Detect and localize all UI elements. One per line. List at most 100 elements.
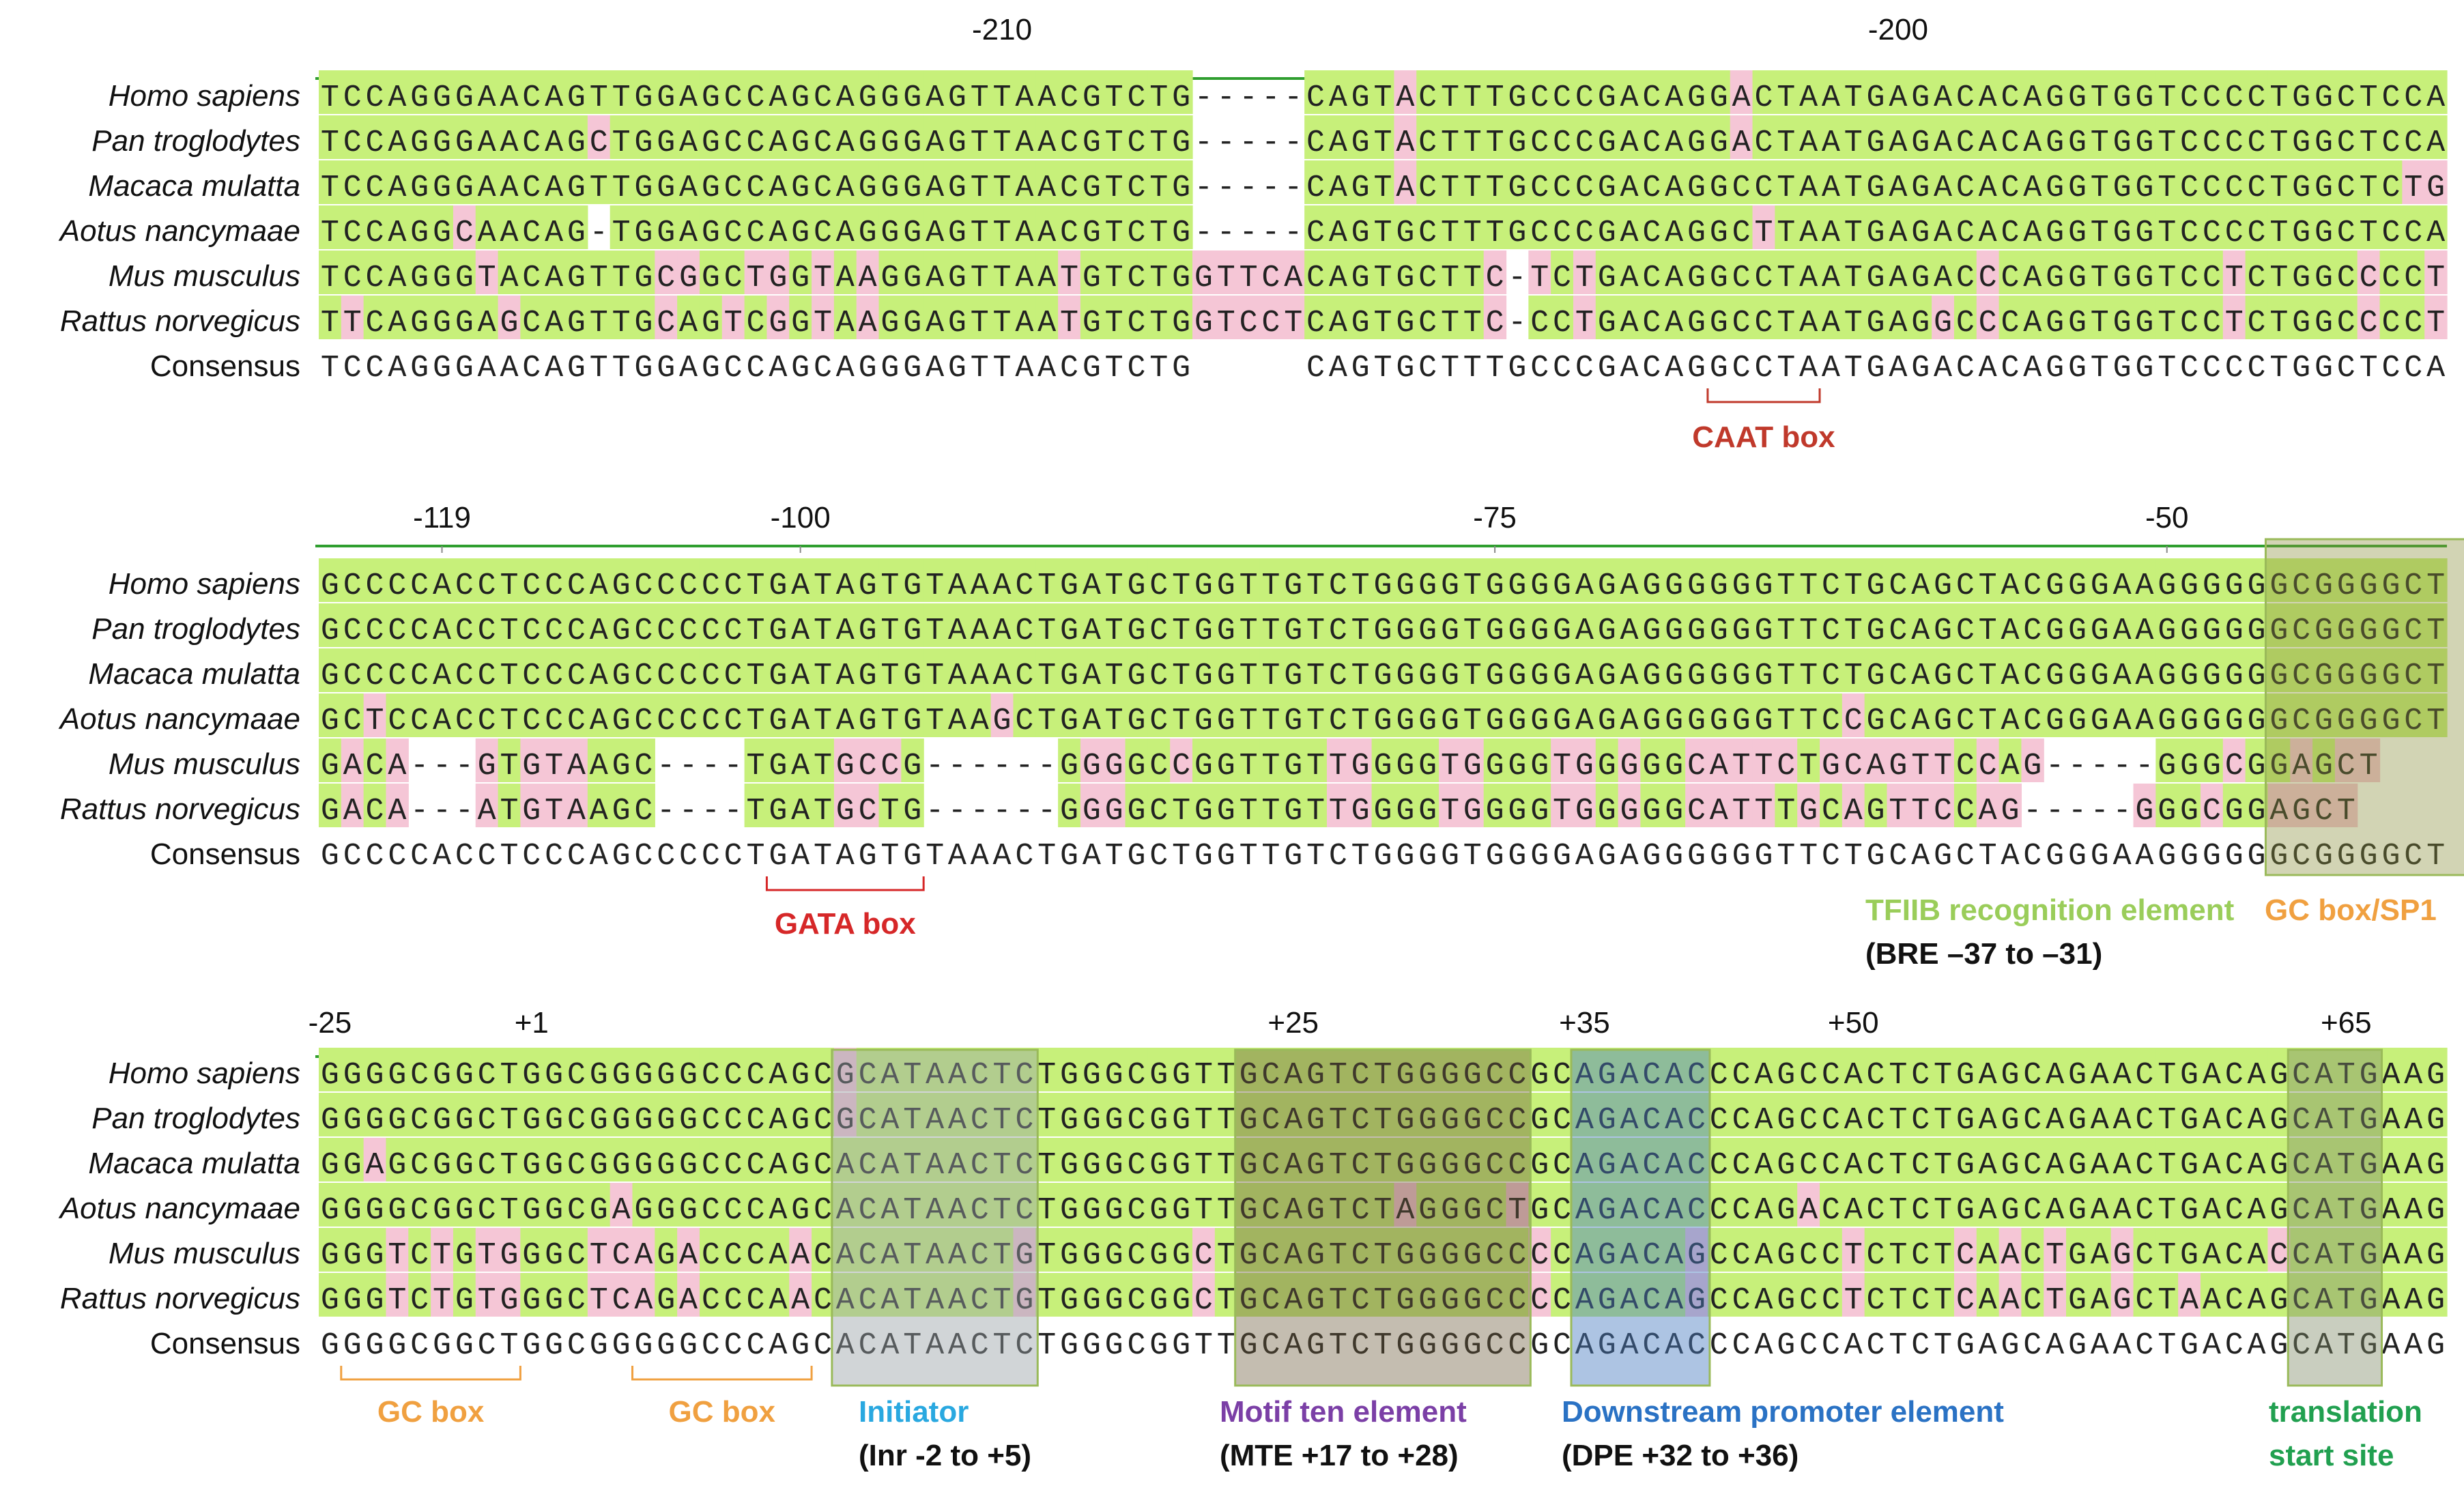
consensus-letter: G bbox=[657, 1328, 675, 1363]
nucleotide-letter: G bbox=[1598, 261, 1616, 296]
nucleotide-cell bbox=[1663, 70, 1686, 114]
nucleotide-letter: G bbox=[1732, 659, 1751, 693]
consensus-letter: G bbox=[679, 1328, 698, 1363]
nucleotide-letter: G bbox=[1598, 216, 1616, 250]
nucleotide-letter: T bbox=[1889, 1283, 1907, 1318]
nucleotide-letter: T bbox=[500, 1058, 518, 1093]
consensus-letter: G bbox=[1441, 839, 1459, 874]
nucleotide-letter: A bbox=[2135, 704, 2153, 739]
nucleotide-letter: C bbox=[724, 1238, 743, 1273]
nucleotide-letter: G bbox=[433, 81, 451, 115]
nucleotide-cell bbox=[319, 115, 342, 159]
nucleotide-letter: G bbox=[2001, 1058, 2019, 1093]
nucleotide-letter: G bbox=[1105, 794, 1123, 829]
nucleotide-letter: C bbox=[1553, 1238, 1571, 1273]
nucleotide-letter: A bbox=[2135, 659, 2153, 693]
consensus-letter: C bbox=[522, 839, 541, 874]
nucleotide-letter: C bbox=[388, 569, 406, 603]
nucleotide-letter: G bbox=[634, 261, 653, 296]
nucleotide-letter: A bbox=[433, 659, 451, 693]
nucleotide-letter: A bbox=[388, 306, 406, 341]
nucleotide-letter: G bbox=[1598, 306, 1616, 341]
nucleotide-letter: C bbox=[455, 216, 474, 250]
nucleotide-letter: T bbox=[1373, 306, 1392, 341]
nucleotide-cell bbox=[1349, 70, 1373, 114]
consensus-letter: T bbox=[2269, 351, 2288, 386]
nucleotide-letter: A bbox=[1665, 171, 1683, 205]
consensus-letter: G bbox=[2068, 351, 2087, 386]
nucleotide-cell bbox=[1528, 70, 1551, 114]
nucleotide-letter: G bbox=[634, 171, 653, 205]
nucleotide-letter: C bbox=[747, 171, 765, 205]
nucleotide-letter: G bbox=[567, 306, 586, 341]
nucleotide-letter: T bbox=[2091, 171, 2109, 205]
nucleotide-letter: C bbox=[1127, 306, 1145, 341]
nucleotide-letter: C bbox=[1822, 1283, 1840, 1318]
nucleotide-letter: A bbox=[1979, 1103, 1997, 1138]
nucleotide-letter: C bbox=[1306, 306, 1325, 341]
nucleotide-letter: A bbox=[545, 126, 563, 160]
nucleotide-letter: G bbox=[1710, 171, 1728, 205]
nucleotide-letter: T bbox=[1037, 1238, 1056, 1273]
consensus-letter: T bbox=[814, 839, 832, 874]
nucleotide-letter: G bbox=[2023, 749, 2042, 784]
species-label-macaca-mulatta: Macaca mulatta bbox=[88, 1147, 300, 1180]
nucleotide-letter: - bbox=[1240, 171, 1258, 205]
nucleotide-letter: G bbox=[2292, 81, 2310, 115]
nucleotide-letter: C bbox=[2404, 306, 2422, 341]
nucleotide-letter: A bbox=[971, 659, 989, 693]
nucleotide-letter: G bbox=[657, 171, 675, 205]
nucleotide-letter: C bbox=[410, 1238, 429, 1273]
nucleotide-letter: A bbox=[2404, 1148, 2422, 1183]
nucleotide-letter: - bbox=[724, 794, 743, 829]
nucleotide-letter: A bbox=[2091, 1058, 2109, 1093]
consensus-letter: A bbox=[2404, 1328, 2422, 1363]
nucleotide-letter: G bbox=[2225, 614, 2244, 648]
nucleotide-letter: C bbox=[410, 1148, 429, 1183]
position-label: +25 bbox=[1267, 1006, 1319, 1040]
nucleotide-letter: A bbox=[1083, 614, 1101, 648]
consensus-letter: C bbox=[1530, 351, 1549, 386]
nucleotide-letter: T bbox=[1060, 306, 1078, 341]
nucleotide-letter: A bbox=[769, 1193, 787, 1228]
nucleotide-letter: A bbox=[679, 1283, 698, 1318]
nucleotide-letter: A bbox=[948, 659, 966, 693]
nucleotide-letter: G bbox=[321, 704, 339, 739]
nucleotide-letter: - bbox=[455, 794, 474, 829]
nucleotide-letter: A bbox=[388, 216, 406, 250]
nucleotide-letter: G bbox=[2292, 261, 2310, 296]
nucleotide-letter: G bbox=[2091, 614, 2109, 648]
consensus-letter: A bbox=[1665, 351, 1683, 386]
nucleotide-letter: C bbox=[747, 81, 765, 115]
nucleotide-letter: T bbox=[1799, 569, 1818, 603]
nucleotide-letter: G bbox=[1172, 306, 1190, 341]
nucleotide-letter: G bbox=[1508, 126, 1526, 160]
nucleotide-letter: T bbox=[814, 794, 832, 829]
nucleotide-letter: G bbox=[500, 1283, 518, 1318]
nucleotide-letter: A bbox=[2404, 1193, 2422, 1228]
nucleotide-letter: T bbox=[1844, 1283, 1863, 1318]
nucleotide-letter: T bbox=[1105, 704, 1123, 739]
consensus-letter: G bbox=[343, 1328, 362, 1363]
nucleotide-letter: A bbox=[2001, 704, 2019, 739]
consensus-letter: G bbox=[1351, 351, 1370, 386]
nucleotide-letter: A bbox=[679, 81, 698, 115]
nucleotide-letter: C bbox=[1754, 171, 1773, 205]
nucleotide-letter: T bbox=[747, 704, 765, 739]
nucleotide-letter: C bbox=[2023, 1058, 2042, 1093]
nucleotide-letter: G bbox=[657, 1238, 675, 1273]
nucleotide-letter: G bbox=[1418, 794, 1437, 829]
nucleotide-letter: G bbox=[1105, 1148, 1123, 1183]
nucleotide-letter: C bbox=[2248, 81, 2266, 115]
nucleotide-letter: C bbox=[1956, 749, 1975, 784]
nucleotide-letter: T bbox=[1105, 126, 1123, 160]
nucleotide-cell bbox=[1842, 70, 1865, 114]
alignment-block-1: -210-200-175-150-120Homo sapiensTCCAGGGA… bbox=[58, 13, 2448, 454]
consensus-letter: C bbox=[2404, 351, 2422, 386]
nucleotide-cell bbox=[610, 70, 633, 114]
nucleotide-letter: G bbox=[321, 749, 339, 784]
nucleotide-letter: G bbox=[2113, 306, 2132, 341]
nucleotide-cell bbox=[767, 115, 790, 159]
nucleotide-letter: G bbox=[1530, 1103, 1549, 1138]
